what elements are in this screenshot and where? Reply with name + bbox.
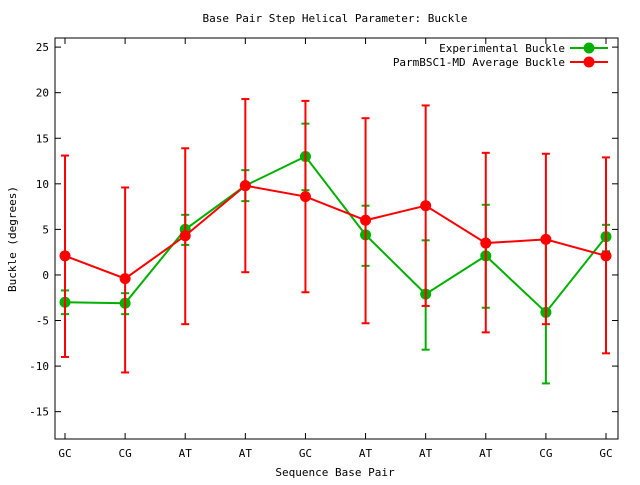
legend-label: ParmBSC1-MD Average Buckle [393, 56, 565, 69]
data-point [420, 200, 432, 212]
x-tick-label: AT [359, 447, 373, 460]
series-0 [59, 122, 612, 385]
x-tick-label: GC [299, 447, 312, 460]
series-layer [59, 98, 612, 385]
x-tick-label: GC [58, 447, 71, 460]
series-line [64, 155, 607, 314]
x-tick-label: AT [239, 447, 253, 460]
y-tick-label: 10 [36, 178, 49, 191]
y-tick-label: -10 [29, 360, 49, 373]
x-axis: GC CG AT AT GC AT AT AT CG GC [58, 38, 613, 460]
data-point [119, 273, 131, 285]
x-axis-label: Sequence Base Pair [275, 466, 395, 479]
data-point [480, 237, 492, 249]
y-tick-label: 0 [42, 269, 49, 282]
data-point [540, 233, 552, 245]
y-axis: -15 -10 -5 0 5 10 15 20 25 [29, 41, 618, 419]
y-axis-label: Buckle (degrees) [6, 186, 19, 292]
series-1 [59, 98, 612, 374]
legend-label: Experimental Buckle [439, 42, 565, 55]
y-tick-label: 20 [36, 87, 49, 100]
x-tick-label: AT [479, 447, 493, 460]
y-tick-label: 15 [36, 132, 49, 145]
legend-swatch-marker [583, 42, 595, 54]
legend-swatch-marker [583, 56, 595, 68]
x-tick-label: AT [179, 447, 193, 460]
x-tick-label: CG [118, 447, 131, 460]
y-tick-label: -5 [36, 315, 49, 328]
y-tick-label: -15 [29, 406, 49, 419]
x-tick-label: GC [599, 447, 612, 460]
data-point [360, 214, 372, 226]
y-tick-label: 5 [42, 223, 49, 236]
data-point [59, 250, 71, 262]
chart-title: Base Pair Step Helical Parameter: Buckle [203, 12, 468, 25]
data-point [299, 191, 311, 203]
data-point [179, 230, 191, 242]
data-point [239, 180, 251, 192]
x-tick-label: AT [419, 447, 433, 460]
y-tick-label: 25 [36, 41, 49, 54]
legend-item: ParmBSC1-MD Average Buckle [393, 56, 608, 69]
series-line [64, 184, 607, 280]
data-point [600, 250, 612, 262]
plot-frame [54, 37, 619, 440]
x-tick-label: CG [539, 447, 552, 460]
legend-item: Experimental Buckle [439, 42, 608, 55]
